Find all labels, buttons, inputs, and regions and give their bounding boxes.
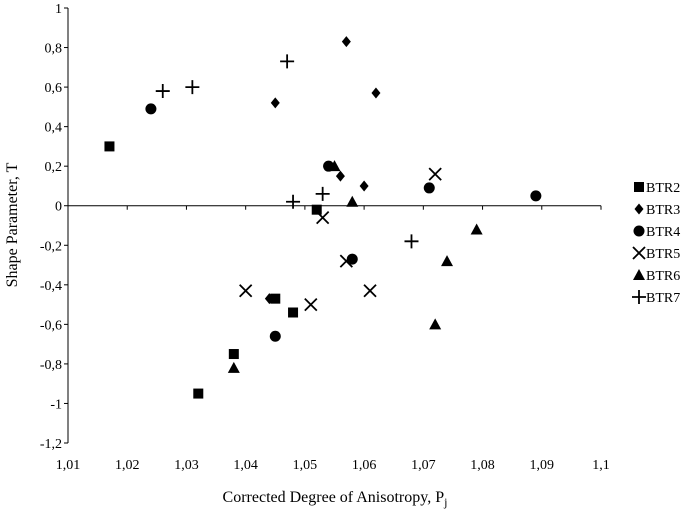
data-point-btr2 xyxy=(228,349,239,360)
series-btr3 xyxy=(264,36,381,305)
axes xyxy=(64,7,602,444)
legend-label: BTR5 xyxy=(646,247,680,262)
y-tick-label: 0,2 xyxy=(45,160,63,175)
data-point-btr5 xyxy=(428,167,442,181)
x-tick-label: 1,02 xyxy=(115,458,140,473)
x-tick-label: 1,08 xyxy=(470,458,495,473)
y-tick-label: -1 xyxy=(50,397,62,412)
data-point-btr2 xyxy=(311,204,322,215)
data-point-btr4 xyxy=(423,182,435,194)
legend: BTR2 BTR3 BTR4 BTR5 BTR6 BTR7 xyxy=(632,181,680,306)
y-tick-label: 0,6 xyxy=(45,81,63,96)
x-tick-label: 1,03 xyxy=(174,458,199,473)
y-tick-label: -0,8 xyxy=(40,358,62,373)
series-btr7 xyxy=(155,54,419,249)
data-point-btr6 xyxy=(441,255,454,267)
x-tick-label: 1,01 xyxy=(56,458,81,473)
legend-marker-btr6 xyxy=(633,269,645,280)
data-point-btr2 xyxy=(288,307,299,318)
legend-label: BTR2 xyxy=(646,181,680,196)
x-tick-label: 1,1 xyxy=(592,458,610,473)
data-point-btr7 xyxy=(185,80,200,95)
data-point-btr5 xyxy=(316,210,330,225)
data-point-btr3 xyxy=(359,180,369,192)
y-tick-label: 1 xyxy=(55,2,62,17)
data-point-btr2 xyxy=(270,293,281,304)
y-axis-title: Shape Parameter, T xyxy=(4,162,21,287)
x-axis-label-subscript: j xyxy=(443,495,447,509)
data-point-btr3 xyxy=(264,293,274,305)
data-points xyxy=(104,36,542,399)
data-point-btr5 xyxy=(239,284,253,298)
data-point-btr4 xyxy=(145,103,157,115)
y-tick-label: -0,6 xyxy=(40,318,62,333)
x-tick-label: 1,09 xyxy=(530,458,555,473)
data-point-btr5 xyxy=(363,284,377,298)
x-axis-label-text: Corrected Degree of Anisotropy, P xyxy=(223,489,445,506)
legend-item-btr2: BTR2 xyxy=(634,181,680,196)
data-point-btr6 xyxy=(429,318,442,330)
tick-labels: 1 0,8 0,6 0,4 0,2 0 -0,2 -0,4 -0,6 -0,8 -1 -1,2 1,01… xyxy=(40,2,610,473)
y-tick-label: -1,2 xyxy=(40,437,62,452)
x-tick-label: 1,04 xyxy=(233,458,258,473)
data-point-btr7 xyxy=(286,194,301,209)
data-point-btr3 xyxy=(270,97,280,109)
legend-label: BTR4 xyxy=(646,225,680,240)
data-point-btr3 xyxy=(371,87,381,99)
y-tick-label: -0,4 xyxy=(40,279,62,294)
data-point-btr7 xyxy=(155,84,170,99)
data-point-btr4 xyxy=(346,253,358,265)
data-point-btr5 xyxy=(339,254,353,268)
data-point-btr5 xyxy=(304,297,318,312)
legend-marker-btr7 xyxy=(632,290,646,304)
data-point-btr2 xyxy=(193,388,204,399)
data-point-btr7 xyxy=(404,234,419,249)
legend-marker-btr5 xyxy=(632,246,646,260)
x-axis-label: Corrected Degree of Anisotropy, Pj xyxy=(223,489,448,509)
legend-item-btr3: BTR3 xyxy=(634,203,680,218)
data-point-btr7 xyxy=(280,54,295,69)
data-point-btr6 xyxy=(328,160,341,172)
data-point-btr7 xyxy=(315,186,330,201)
legend-marker-btr4 xyxy=(633,225,645,237)
legend-item-btr6: BTR6 xyxy=(633,269,680,284)
series-btr2 xyxy=(104,141,322,399)
series-btr6 xyxy=(227,160,483,373)
data-point-btr6 xyxy=(346,195,359,207)
data-point-btr6 xyxy=(227,361,240,373)
legend-item-btr4: BTR4 xyxy=(633,225,680,240)
legend-label: BTR3 xyxy=(646,203,680,218)
y-axis-label: Shape Parameter, T xyxy=(4,162,21,287)
legend-item-btr5: BTR5 xyxy=(632,246,680,262)
y-tick-label: 0,4 xyxy=(45,121,63,136)
data-point-btr6 xyxy=(470,223,483,235)
legend-marker-btr3 xyxy=(634,203,644,215)
legend-marker-btr2 xyxy=(634,182,644,192)
y-tick-label: 0,8 xyxy=(45,42,63,57)
data-point-btr4 xyxy=(269,330,281,342)
series-btr4 xyxy=(145,103,542,342)
legend-label: BTR7 xyxy=(646,291,680,306)
x-tick-label: 1,05 xyxy=(293,458,318,473)
x-tick-label: 1,07 xyxy=(411,458,436,473)
data-point-btr3 xyxy=(335,170,345,182)
data-point-btr3 xyxy=(341,36,351,48)
series-btr5 xyxy=(239,167,442,312)
data-point-btr4 xyxy=(530,190,542,202)
data-point-btr2 xyxy=(104,141,115,152)
x-tick-label: 1,06 xyxy=(352,458,377,473)
y-tick-label: 0 xyxy=(55,200,62,215)
legend-item-btr7: BTR7 xyxy=(632,290,680,306)
y-tick-label: -0,2 xyxy=(40,239,62,254)
legend-label: BTR6 xyxy=(646,269,680,284)
